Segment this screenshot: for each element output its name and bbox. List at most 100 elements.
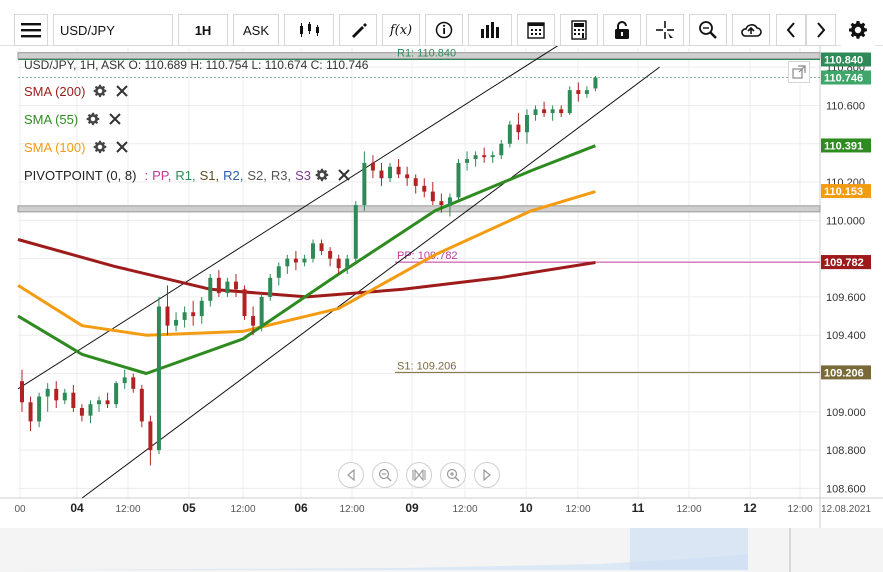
x-tick-label: 11 — [632, 501, 645, 515]
candle-body — [490, 155, 495, 158]
legend-label: SMA (200) — [24, 83, 86, 99]
candle — [139, 385, 144, 428]
lock-button[interactable] — [603, 14, 641, 46]
candle-body — [362, 162, 367, 206]
info-icon — [435, 21, 453, 39]
close-icon[interactable] — [335, 166, 353, 184]
menu-button[interactable] — [14, 14, 48, 46]
x-tick-label: 05 — [182, 501, 196, 515]
candle — [156, 296, 161, 454]
legend-sma-200: SMA (200) — [24, 82, 135, 100]
candle-body — [328, 250, 333, 259]
gear-icon[interactable] — [91, 138, 109, 156]
price-type-selector[interactable]: ASK — [233, 14, 279, 46]
candle-body — [165, 306, 170, 326]
nav-back-button[interactable] — [338, 462, 364, 488]
candle-body — [405, 174, 410, 179]
candle — [567, 86, 572, 116]
chart-grid — [0, 46, 883, 572]
draw-pen-icon — [352, 23, 367, 38]
candle-body — [285, 258, 290, 267]
navigator-bar[interactable] — [0, 528, 883, 572]
price-chart[interactable]: R1: 110.840 PP: 109.782 S1: 109.206 108.60… — [0, 46, 883, 572]
candle — [148, 415, 153, 466]
candle — [550, 105, 555, 121]
x-tick-label: 09 — [405, 501, 419, 515]
x-tick-label: 06 — [294, 501, 308, 515]
candle-body — [593, 77, 598, 89]
y-tick-label: 109.000 — [826, 407, 866, 419]
candle — [499, 139, 504, 160]
x-tick-label: 12:00 — [230, 504, 255, 515]
candle-body — [439, 201, 444, 206]
close-icon[interactable] — [113, 82, 131, 100]
calendar-button[interactable] — [517, 14, 555, 46]
pivot-item: S2, — [247, 167, 267, 183]
sma-badge-2-bg — [821, 255, 871, 270]
candle-body — [114, 383, 119, 405]
candle-body — [584, 90, 589, 94]
zoom-in-button[interactable] — [440, 462, 466, 488]
navigator-series — [0, 554, 748, 570]
info-button[interactable] — [425, 14, 463, 46]
candle — [28, 396, 33, 431]
calculator-button[interactable] — [560, 14, 598, 46]
x-tick-label: 10 — [519, 501, 533, 515]
gear-icon[interactable] — [91, 82, 109, 100]
time-axis[interactable]: 00 04 12:00 05 12:00 06 12:00 09 12:00 10 12:00 11 1… — [14, 501, 871, 515]
scroll-left-button[interactable] — [776, 14, 806, 46]
lock-icon — [615, 21, 629, 39]
reset-zoom-button[interactable] — [406, 462, 432, 488]
candle-body — [131, 377, 136, 389]
settings-button[interactable] — [841, 14, 875, 46]
x-tick-label: 12:00 — [452, 504, 477, 515]
zoom-out-button[interactable] — [372, 462, 398, 488]
timeframe-selector[interactable]: 1H — [178, 14, 228, 46]
level-label-pp: PP: 109.782 — [397, 250, 458, 262]
volume-button[interactable] — [468, 14, 512, 46]
indicators-button[interactable]: f(x) — [382, 14, 420, 46]
candle — [584, 86, 589, 98]
candle — [576, 82, 581, 102]
candle-body — [276, 266, 281, 278]
pivot-item: R1, — [175, 167, 196, 183]
y-tick-label: 110.600 — [826, 100, 865, 112]
candle — [233, 273, 238, 297]
candle — [174, 312, 179, 332]
candle — [71, 385, 76, 412]
close-icon[interactable] — [106, 110, 124, 128]
pivot-item: PP, — [152, 167, 172, 183]
candle — [293, 250, 298, 271]
nav-forward-button[interactable] — [474, 462, 500, 488]
legend-sma-55: SMA (55) — [24, 110, 128, 128]
arrow-right-icon — [817, 22, 826, 38]
crosshair-button[interactable] — [646, 14, 684, 46]
gear-icon[interactable] — [313, 166, 331, 184]
grey-price-bands — [17, 52, 821, 213]
candle-body — [482, 155, 487, 158]
candle-body — [302, 258, 307, 263]
gear-icon[interactable] — [84, 110, 102, 128]
price-axis[interactable]: 108.600108.800109.000109.200109.400109.6… — [821, 52, 871, 495]
scroll-right-button[interactable] — [806, 14, 836, 46]
candle-body — [293, 258, 298, 263]
upload-button[interactable] — [732, 14, 770, 46]
draw-button[interactable] — [339, 14, 377, 46]
candle — [490, 151, 495, 163]
current-price-badge: 110.746 — [824, 72, 863, 84]
x-tick-label: 00 — [14, 504, 26, 515]
candle — [54, 381, 59, 408]
zoom-button[interactable] — [689, 14, 727, 46]
candle — [37, 392, 42, 428]
candle-body — [345, 258, 350, 269]
expand-chart-button[interactable] — [788, 61, 810, 83]
pivot-item: R3, — [270, 167, 292, 183]
candle-body — [456, 162, 461, 198]
candle — [251, 306, 256, 336]
close-icon[interactable] — [113, 138, 131, 156]
symbol-selector[interactable]: USD/JPY — [53, 14, 173, 46]
chart-type-button[interactable] — [284, 14, 334, 46]
candle-body — [310, 243, 315, 259]
candle-body — [319, 243, 324, 251]
calendar-icon — [527, 22, 545, 39]
